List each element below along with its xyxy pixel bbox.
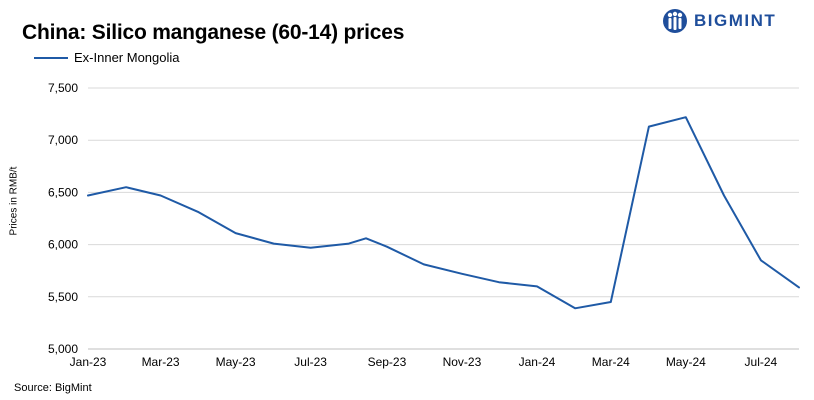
legend-label: Ex-Inner Mongolia [74,50,180,65]
legend-swatch [34,56,68,59]
source-note: Source: BigMint [14,382,92,394]
x-tick-label: Mar-24 [592,355,630,369]
grid-lines [88,87,799,350]
x-tick-label: Jul-23 [294,355,327,369]
x-tick-label: May-23 [216,355,256,369]
brand-logo: BIGMINT [662,8,776,34]
x-tick-label: Jan-23 [70,355,107,369]
y-tick-label: 5,000 [48,342,78,356]
bigmint-logo-icon [663,9,687,33]
x-tick-label: May-24 [666,355,706,369]
x-tick-label: Nov-23 [443,355,482,369]
x-tick-label: Jan-24 [519,355,556,369]
x-axis-ticks: Jan-23 Mar-23 May-23 Jul-23 Sep-23 Nov-23 Jan-… [70,355,778,369]
brand-name: BIGMINT [694,11,777,30]
series-line [87,116,800,310]
y-tick-label: 6,500 [48,185,78,199]
chart-legend: Ex-Inner Mongolia [34,50,180,65]
y-axis-ticks: 5,000 5,500 6,000 6,500 7,000 7,500 [48,81,78,356]
series-group [87,116,800,310]
x-tick-label: Jul-24 [745,355,778,369]
y-tick-label: 7,500 [48,81,78,95]
chart-title: China: Silico manganese (60-14) prices [22,21,405,44]
y-tick-label: 5,500 [48,290,78,304]
x-tick-label: Sep-23 [368,355,407,369]
y-tick-label: 7,000 [48,133,78,147]
x-tick-label: Mar-23 [142,355,180,369]
y-tick-label: 6,000 [48,238,78,252]
